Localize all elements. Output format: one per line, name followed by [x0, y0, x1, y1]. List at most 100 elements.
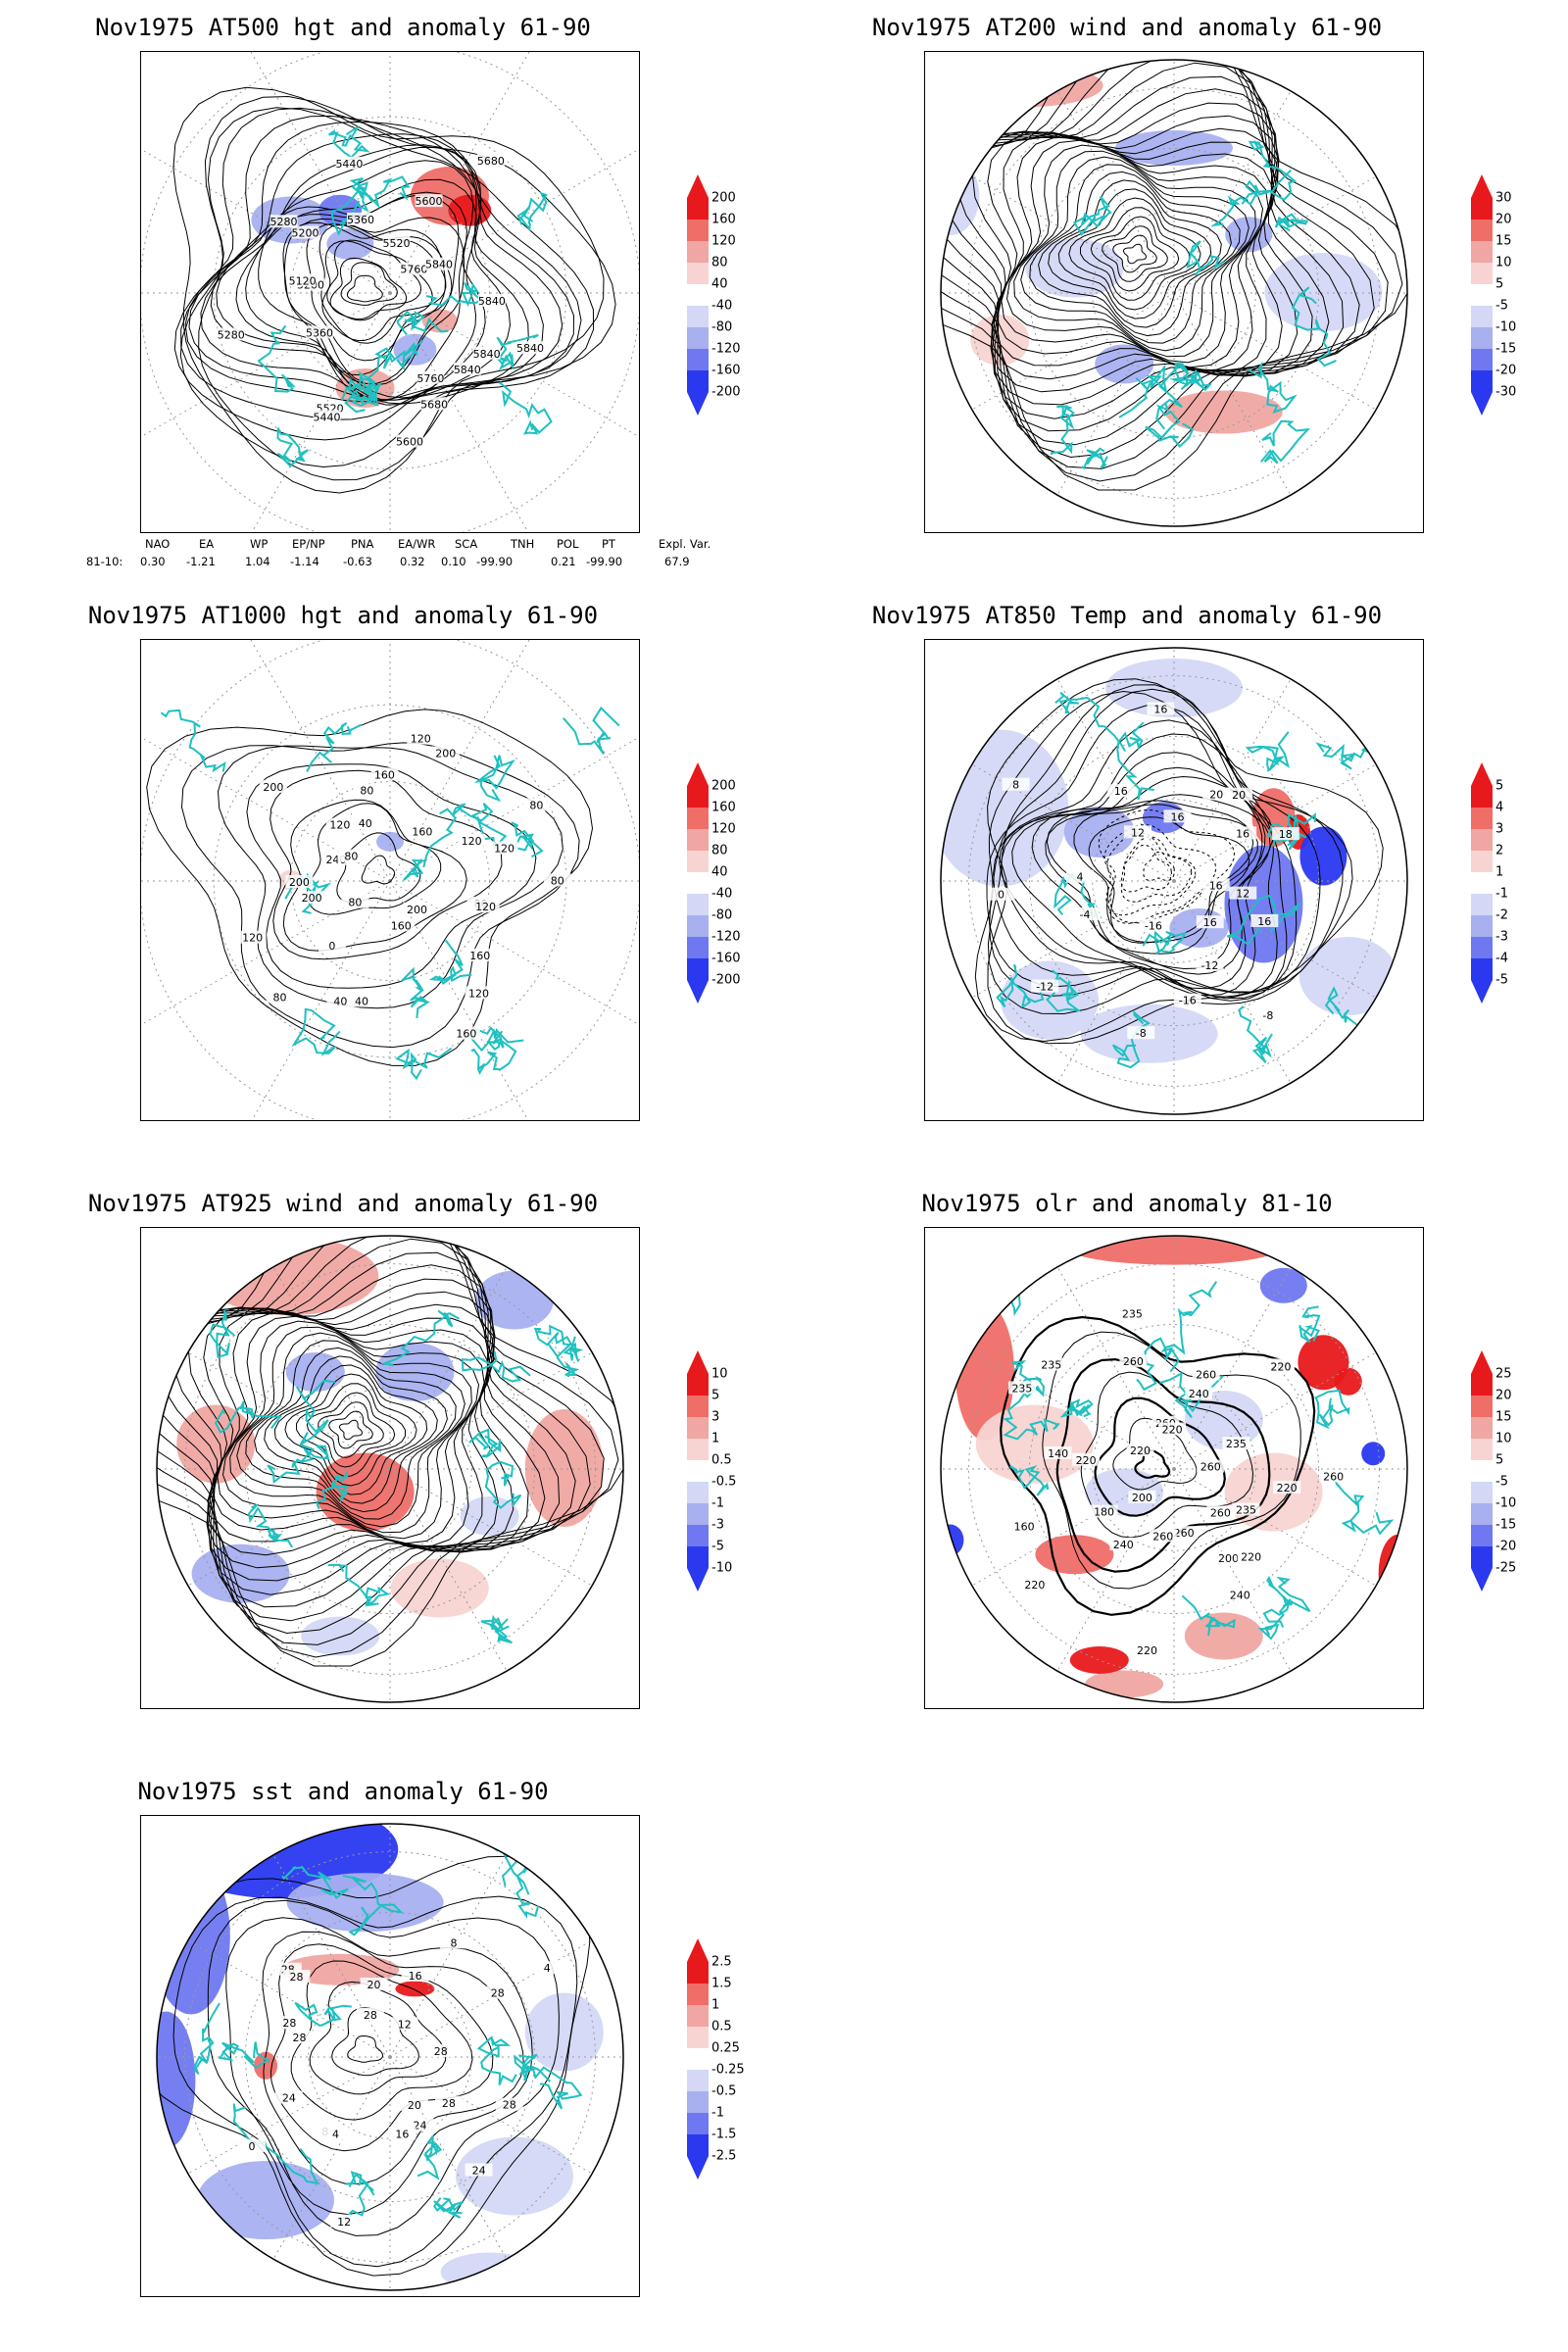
coastline: [473, 755, 515, 803]
coastline: [295, 1379, 336, 1463]
contour-label-bg: [1222, 1437, 1250, 1450]
streamline: [956, 102, 1313, 406]
polar-map: 2828242420161284024282828282820161284282…: [140, 1815, 640, 2297]
colorbar-label: -10: [1495, 319, 1517, 335]
streamline: [273, 1364, 428, 1495]
colorbar: 30 20 15 10 5 -5 -10 -15 -20 -30: [1468, 174, 1556, 437]
colorbar-top-arrow: [1471, 174, 1493, 198]
coastline: [563, 706, 620, 755]
contour-label-bg: [382, 235, 411, 249]
colorbar-swatch: [1471, 306, 1493, 327]
contour-label: 5760: [400, 264, 427, 276]
meridian-line: [389, 2056, 508, 2260]
contour-line: [306, 803, 442, 915]
colorbar-label: -0.5: [711, 2083, 737, 2099]
coastline: [276, 427, 309, 468]
coastline: [533, 1324, 580, 1378]
contour-label: 220: [1137, 1644, 1157, 1657]
streamline: [1102, 225, 1168, 282]
colorbar-swatch: [687, 894, 709, 915]
contour-label: 260: [1210, 1506, 1231, 1519]
meridian-line: [1056, 1266, 1175, 1470]
streamline: [1068, 197, 1201, 311]
coastline: [470, 1030, 517, 1075]
panel-title: Nov1975 AT500 hgt and anomaly 61-90: [95, 14, 591, 41]
contour-label-bg: [1070, 907, 1099, 921]
contour-label: 260: [1174, 1527, 1195, 1540]
contour-label-bg: [1109, 1537, 1138, 1550]
contour-label-bg: [1237, 1549, 1265, 1563]
contour-label: 80: [344, 851, 358, 863]
contour-label: 24: [282, 2092, 296, 2105]
colorbar-swatch: [687, 1962, 709, 1984]
contour-label: 180: [1094, 1506, 1114, 1519]
coastline: [152, 706, 226, 773]
tele-header: NAO: [145, 537, 171, 551]
colorbar-swatch: [1471, 198, 1493, 220]
coastline: [1081, 447, 1108, 470]
coastline: [511, 821, 544, 858]
contour-label: 200: [1132, 1492, 1152, 1504]
contour-line: [1031, 775, 1274, 975]
latitude-circle: [244, 1323, 536, 1615]
coastline: [1051, 405, 1075, 456]
streamline: [1013, 150, 1256, 358]
streamline: [157, 1236, 591, 1635]
contour-label: 4: [332, 2129, 339, 2141]
colorbar-swatch: [687, 2134, 709, 2156]
contour-label: 0: [328, 940, 335, 953]
colorbar-label: -0.5: [711, 1474, 737, 1490]
anomaly-shading: [975, 1404, 1094, 1484]
contour-label-bg: [1149, 1529, 1177, 1543]
streamline: [941, 62, 1360, 446]
coastline: [428, 939, 472, 986]
anomaly-shading: [1334, 1367, 1362, 1396]
colorbar-swatch: [687, 284, 709, 306]
colorbar-swatch: [687, 1396, 709, 1417]
colorbar-swatch: [687, 2091, 709, 2113]
coastlines: [152, 706, 620, 1081]
contour-label: 220: [1130, 1445, 1151, 1457]
contour-line: [993, 719, 1288, 1002]
contour-label: 160: [1014, 1521, 1035, 1534]
colorbar-label: -4: [1495, 951, 1508, 966]
anomaly-shading: [448, 194, 492, 226]
colorbar-swatch: [1471, 220, 1493, 241]
coastline: [1248, 140, 1298, 201]
colorbar-bottom-arrow: [1471, 980, 1493, 1004]
meridian-line: [389, 738, 637, 882]
contour-label: 220: [1076, 1454, 1097, 1467]
colorbar-bottom-arrow: [687, 980, 709, 1004]
contour-label: 40: [359, 817, 372, 830]
anomaly-shading: [1184, 1612, 1263, 1660]
contour-label: 235: [1236, 1503, 1256, 1516]
colorbar-swatch: [687, 2027, 709, 2048]
colorbar-swatch: [1471, 851, 1493, 872]
contour-label-bg: [533, 1961, 562, 1975]
tele-header: PNA: [351, 537, 374, 551]
colorbar-swatch: [1471, 1417, 1493, 1439]
coastline: [1266, 1575, 1311, 1613]
meridian-line: [389, 1351, 593, 1470]
colorbar-label: 120: [711, 233, 736, 249]
contour-label-bg: [1002, 777, 1030, 791]
contour-line: [1046, 800, 1254, 955]
colorbar-swatch: [687, 872, 709, 894]
colorbar-swatch: [1471, 327, 1493, 349]
contour-line: [987, 684, 1344, 1015]
contour-label: 20: [1209, 788, 1223, 801]
coastline: [193, 2002, 220, 2076]
colorbar-swatch: [687, 2048, 709, 2070]
colorbar: 2.5 1.5 1 0.5 0.25 -0.25 -0.5 -1 -1.5 -2.5: [684, 1938, 772, 2201]
coastline: [416, 2135, 443, 2180]
disc-boundary: [940, 647, 1408, 1115]
contour-label-bg: [1229, 886, 1257, 900]
colorbar-swatch: [687, 349, 709, 370]
contour-line: [340, 262, 398, 306]
anomaly-shading: [1105, 659, 1243, 717]
disc-boundary: [156, 1823, 624, 2291]
meridian-line: [1173, 678, 1292, 882]
streamline: [1122, 243, 1148, 265]
contour-label-bg: [238, 2138, 267, 2152]
